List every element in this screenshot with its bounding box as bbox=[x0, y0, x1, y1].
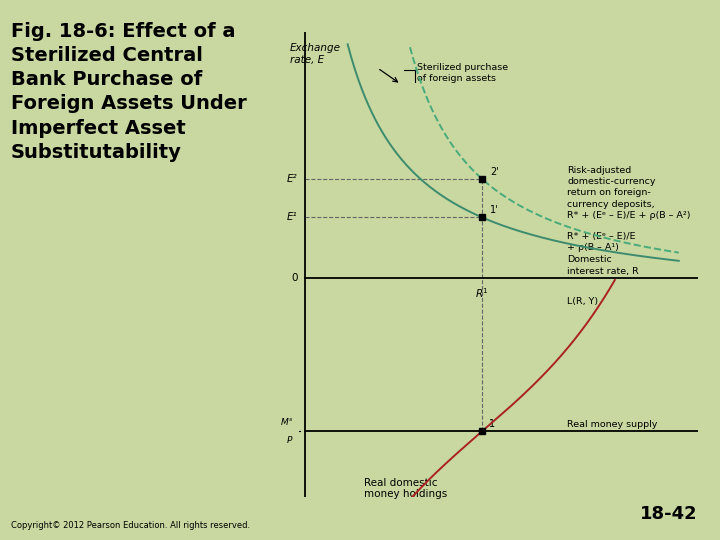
Text: E¹: E¹ bbox=[287, 212, 297, 222]
Text: $P$: $P$ bbox=[286, 434, 294, 445]
Text: $R^1$: $R^1$ bbox=[475, 286, 489, 300]
Text: Domestic
interest rate, R: Domestic interest rate, R bbox=[567, 255, 639, 275]
Text: 0: 0 bbox=[291, 273, 297, 284]
Text: Risk-adjusted
domestic-currency
return on foreign-
currency deposits,
R* + (Eᵉ –: Risk-adjusted domestic-currency return o… bbox=[567, 166, 691, 220]
Text: Fig. 18-6: Effect of a
Sterilized Central
Bank Purchase of
Foreign Assets Under
: Fig. 18-6: Effect of a Sterilized Centra… bbox=[11, 22, 246, 162]
Text: 2': 2' bbox=[490, 167, 499, 177]
Text: Copyright© 2012 Pearson Education. All rights reserved.: Copyright© 2012 Pearson Education. All r… bbox=[11, 521, 250, 530]
Text: R* + (Eᵉ – E)/E
+ ρ(B – A¹): R* + (Eᵉ – E)/E + ρ(B – A¹) bbox=[567, 232, 636, 252]
Text: 1': 1' bbox=[490, 205, 499, 215]
Text: L(R, Y): L(R, Y) bbox=[567, 296, 598, 306]
Text: 1: 1 bbox=[489, 419, 495, 429]
Text: 18-42: 18-42 bbox=[639, 505, 698, 523]
Text: Sterilized purchase
of foreign assets: Sterilized purchase of foreign assets bbox=[417, 63, 508, 83]
Text: Real money supply: Real money supply bbox=[567, 420, 658, 429]
Text: $M^s$: $M^s$ bbox=[280, 416, 294, 427]
Text: Real domestic
money holdings: Real domestic money holdings bbox=[364, 478, 448, 500]
Text: Exchange
rate, E: Exchange rate, E bbox=[289, 43, 341, 65]
Text: E²: E² bbox=[287, 174, 297, 184]
